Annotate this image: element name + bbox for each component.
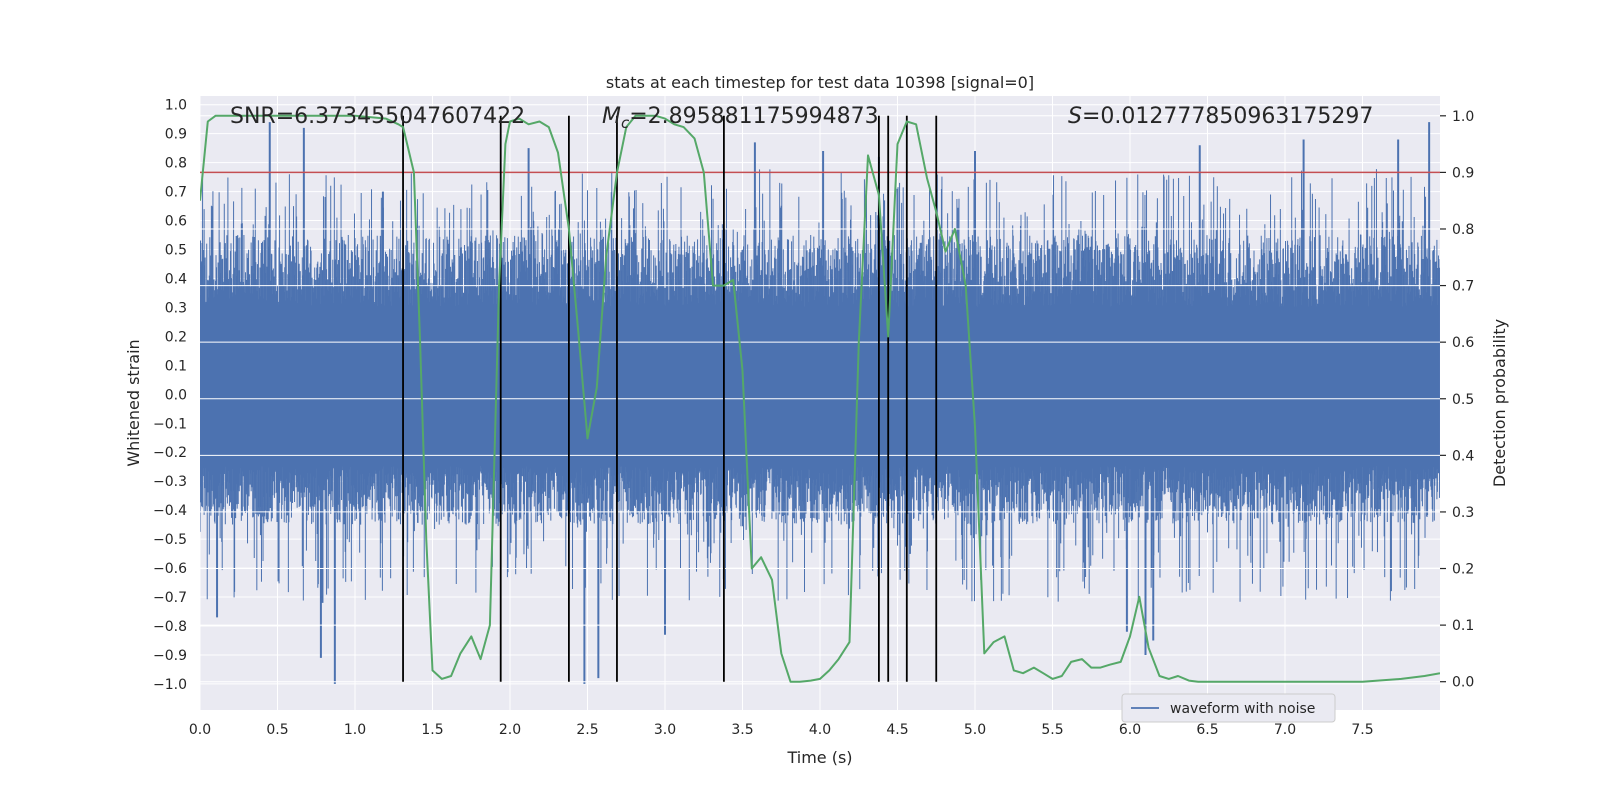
left-tick-label: −0.7 [153, 590, 187, 606]
x-tick-label: 7.0 [1274, 722, 1296, 738]
x-axis-label: Time (s) [786, 748, 852, 767]
x-tick-label: 4.5 [886, 722, 908, 738]
snr-annotation: SNR=6.373455047607422 [230, 104, 525, 129]
x-tick-label: 2.0 [499, 722, 521, 738]
left-tick-label: −0.2 [153, 445, 187, 461]
x-tick-label: 5.5 [1041, 722, 1063, 738]
left-tick-label: −0.5 [153, 532, 187, 548]
left-tick-label: 0.2 [165, 329, 187, 345]
x-tick-label: 2.5 [576, 722, 598, 738]
x-tick-label: 3.5 [731, 722, 753, 738]
right-tick-label: 0.3 [1452, 505, 1474, 521]
snr-value: 6.373455047607422 [294, 104, 525, 129]
chirp-mass-annotation: Mc=2.895881175994873 [602, 104, 879, 132]
vertical-markers [402, 115, 938, 682]
left-tick-label: 0.9 [165, 127, 187, 143]
right-tick-label: 0.4 [1452, 448, 1474, 464]
s-value: 0.012777850963175297 [1100, 104, 1373, 129]
left-tick-label: −0.8 [153, 619, 187, 635]
waveform-series [200, 122, 1440, 684]
s-annotation: S=0.012777850963175297 [1068, 104, 1373, 129]
right-tick-label: 0.9 [1452, 165, 1474, 181]
left-tick-label: 0.6 [165, 214, 187, 230]
x-tick-label: 3.0 [654, 722, 676, 738]
left-tick-label: 0.0 [165, 387, 187, 403]
x-tick-label: 0.5 [266, 722, 288, 738]
right-tick-label: 0.8 [1452, 222, 1474, 238]
right-tick-label: 0.0 [1452, 675, 1474, 691]
x-tick-label: 0.0 [189, 722, 211, 738]
left-tick-label: 0.4 [165, 271, 187, 287]
right-axis-ticks: 1.0 0.9 0.8 0.7 0.6 0.5 0.4 0.3 0.2 0.1 0.0 [1440, 109, 1474, 691]
legend-label: waveform with noise [1170, 701, 1315, 717]
right-tick-label: 0.7 [1452, 279, 1474, 295]
left-tick-label: 0.5 [165, 243, 187, 259]
y-axis-label-left: Whitened strain [124, 339, 143, 466]
x-tick-label: 4.0 [809, 722, 831, 738]
right-tick-label: 0.1 [1452, 618, 1474, 634]
legend-box [1121, 693, 1336, 723]
right-tick-label: 0.5 [1452, 392, 1474, 408]
mc-equals: = [629, 104, 647, 129]
x-tick-label: 6.0 [1119, 722, 1141, 738]
left-tick-label: 0.3 [165, 300, 187, 316]
left-tick-label: −0.6 [153, 561, 187, 577]
left-tick-label: 0.8 [165, 156, 187, 172]
left-tick-label: −0.4 [153, 503, 187, 519]
left-tick-label: −1.0 [153, 677, 187, 693]
x-tick-label: 7.5 [1351, 722, 1373, 738]
left-tick-label: −0.3 [153, 474, 187, 490]
left-tick-label: −0.9 [153, 648, 187, 664]
left-tick-label: 0.7 [165, 185, 187, 201]
right-tick-label: 0.2 [1452, 562, 1474, 578]
left-tick-label: −0.1 [153, 416, 187, 432]
probability-series [200, 114, 1440, 683]
probability-line [200, 114, 1440, 683]
left-tick-label: 0.1 [165, 358, 187, 374]
x-tick-label: 5.0 [964, 722, 986, 738]
mc-subscript: c [621, 114, 630, 132]
chart-title: stats at each timestep for test data 103… [606, 73, 1034, 92]
right-axis-grid-lines [200, 115, 1440, 683]
left-axis-ticks: 1.0 0.9 0.8 0.7 0.6 0.5 0.4 0.3 0.2 0.1 0.0 −0.1 −0.… [153, 98, 187, 693]
snr-prefix: SNR= [230, 104, 294, 129]
x-axis-ticks: 0.0 0.5 1.0 1.5 2.0 2.5 3.0 3.5 4.0 4.5 5.0 5.5 6.0 6… [189, 722, 1374, 738]
right-tick-label: 0.6 [1452, 335, 1474, 351]
x-tick-label: 6.5 [1196, 722, 1218, 738]
x-tick-label: 1.5 [421, 722, 443, 738]
y-axis-label-right: Detection probability [1490, 319, 1509, 487]
left-tick-label: 1.0 [165, 98, 187, 114]
mc-value: 2.895881175994873 [648, 104, 879, 129]
mc-symbol: M [602, 104, 621, 129]
x-tick-label: 1.0 [344, 722, 366, 738]
s-equals: = [1082, 104, 1100, 129]
legend: waveform with noise [1121, 693, 1336, 723]
right-tick-label: 1.0 [1452, 109, 1474, 125]
s-symbol: S [1068, 104, 1082, 129]
